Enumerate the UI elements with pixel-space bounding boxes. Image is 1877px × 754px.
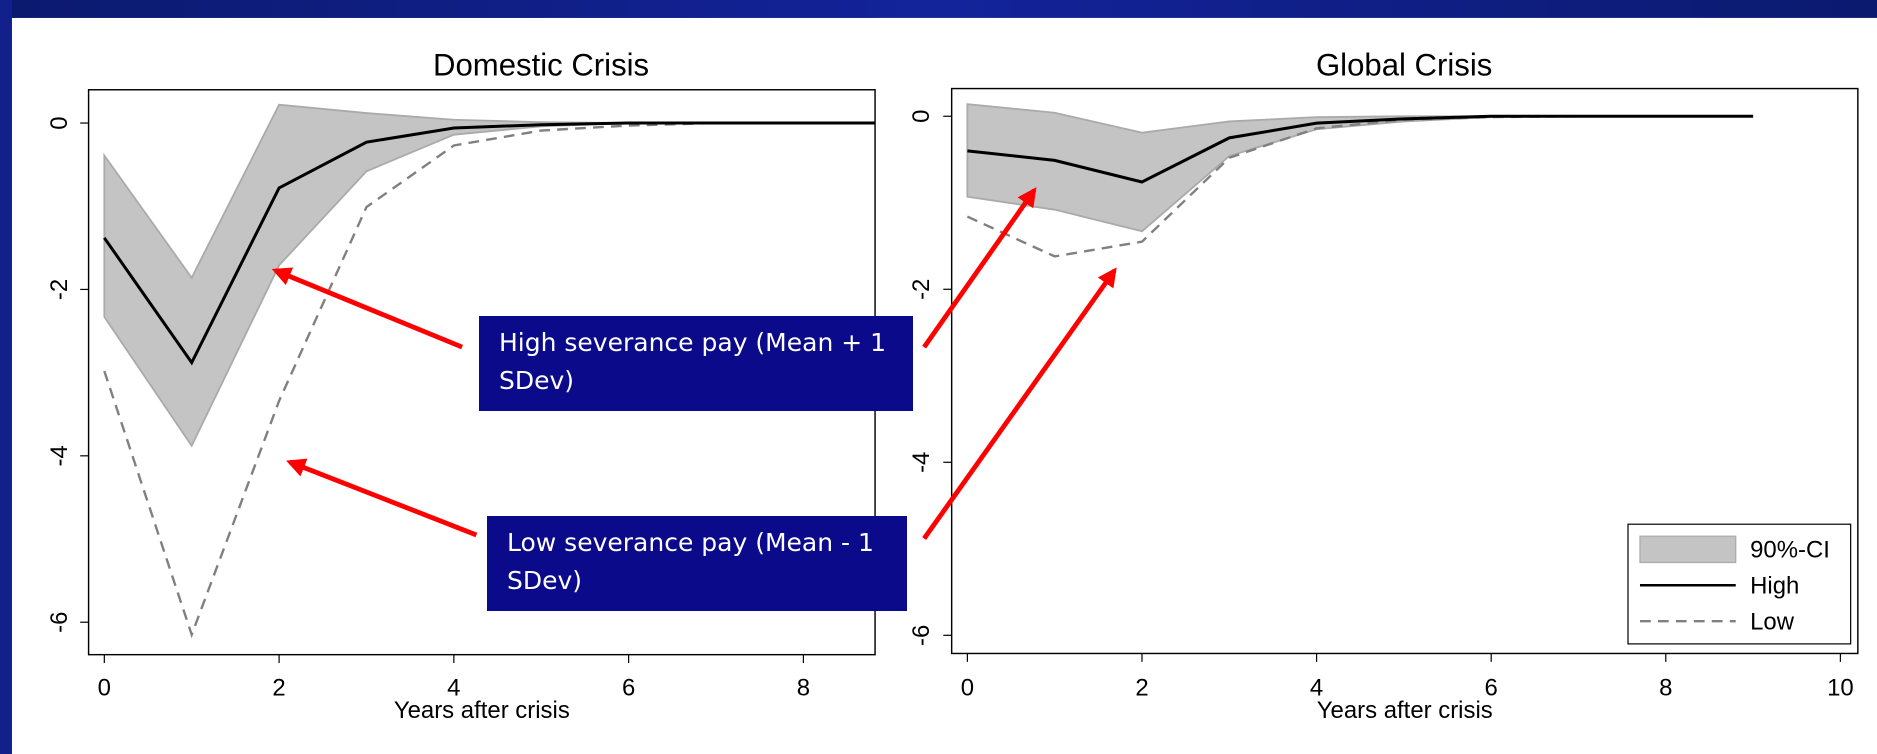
legend-swatch	[1639, 535, 1737, 564]
y-tick-label: -2	[908, 279, 935, 300]
y-tick-label: -4	[908, 452, 935, 473]
x-tick-label: 4	[447, 674, 460, 701]
y-tick-label: -4	[46, 445, 73, 466]
x-tick-label: 6	[1485, 674, 1498, 701]
arrows	[271, 187, 1117, 540]
y-tick-label: -2	[46, 279, 73, 300]
legend-label: Low	[1750, 609, 1795, 636]
y-tick-label: -6	[46, 612, 73, 633]
legend-label: 90%-CI	[1750, 537, 1830, 564]
x-tick-label: 0	[98, 674, 111, 701]
x-tick-label: 2	[1135, 674, 1148, 701]
x-tick-label: 6	[622, 674, 635, 701]
top-bar	[0, 0, 1877, 18]
series-line	[103, 121, 876, 366]
y-tick-label: 0	[46, 116, 73, 129]
chart-title: Global Crisis	[1316, 47, 1492, 82]
annotation-box: Low severance pay (Mean - 1 SDev)	[487, 516, 907, 611]
left-strip	[0, 0, 12, 754]
x-axis-label: Years after crisis	[1317, 697, 1493, 724]
x-tick-label: 0	[961, 674, 974, 701]
plot	[966, 103, 1754, 258]
x-tick-label: 10	[1827, 674, 1854, 701]
chart: Global Crisis Years after crisis 0 -2 -4 -6 0 2…	[877, 17, 1877, 737]
x-tick-label: 8	[797, 674, 810, 701]
y-tick-label: -6	[908, 625, 935, 646]
plot	[103, 103, 876, 639]
x-axis-label: Years after crisis	[394, 697, 570, 724]
series-line	[967, 114, 1754, 184]
plot-frame	[950, 87, 1859, 655]
annotation-box: High severance pay (Mean + 1 SDev)	[479, 316, 913, 411]
x-tick-label: 4	[1310, 674, 1323, 701]
chart-title: Domestic Crisis	[433, 47, 649, 82]
legend-label: High	[1750, 573, 1799, 600]
x-tick-label: 2	[272, 674, 285, 701]
y-tick-label: 0	[908, 110, 935, 123]
chart: Domestic Crisis Years after crisis 0 -2 -4 -6…	[46, 47, 876, 724]
x-tick-label: 8	[1659, 674, 1672, 701]
